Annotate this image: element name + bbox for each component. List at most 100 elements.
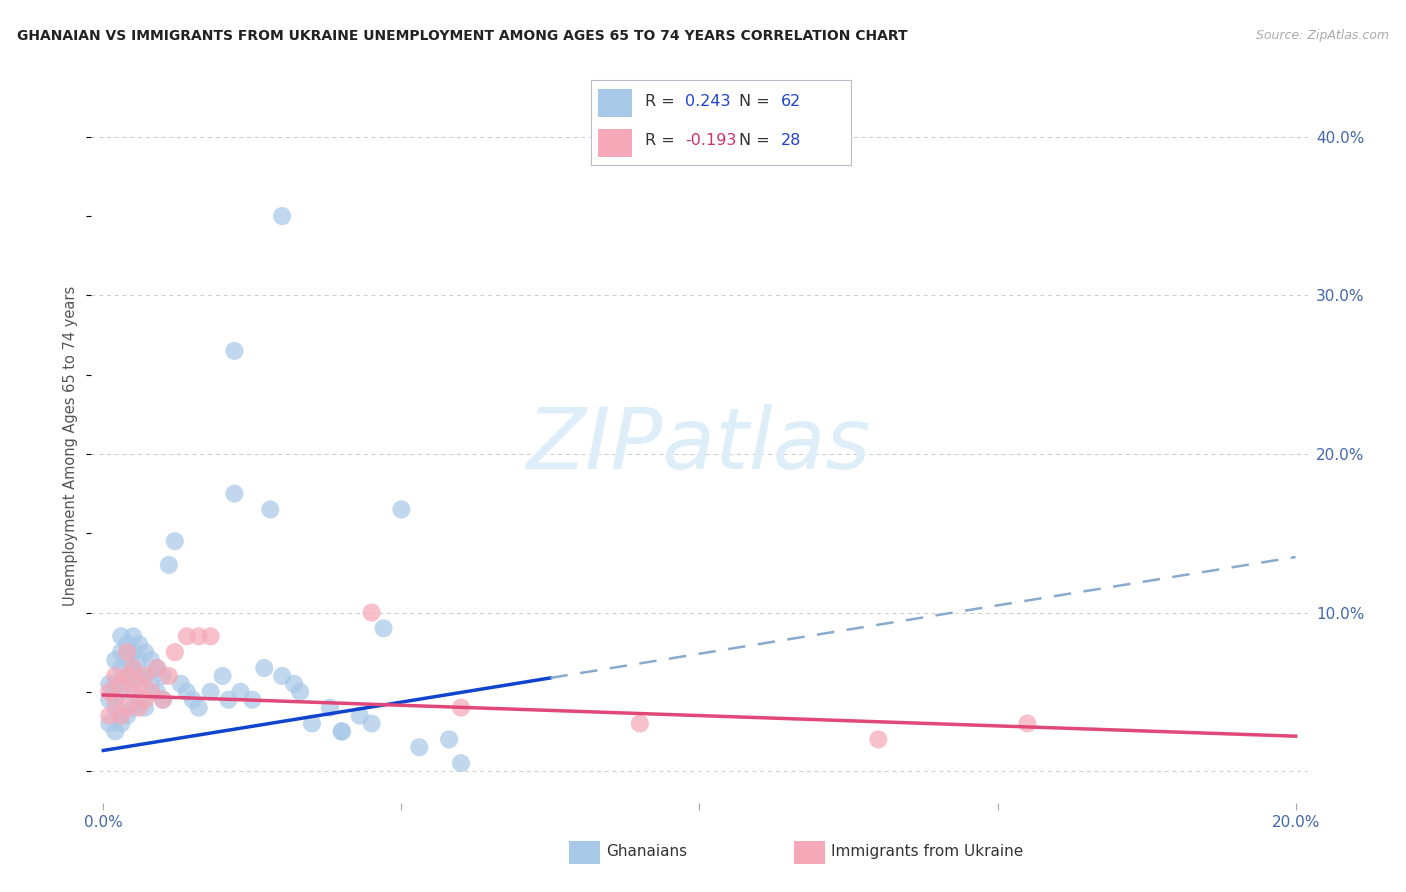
Point <box>259 502 281 516</box>
Point <box>104 692 127 706</box>
Point <box>170 677 193 691</box>
Point <box>98 692 121 706</box>
Point <box>128 653 150 667</box>
Point <box>224 343 246 358</box>
Point <box>115 708 138 723</box>
Point <box>110 708 132 723</box>
Point <box>110 677 132 691</box>
Point <box>437 732 460 747</box>
Point <box>128 669 150 683</box>
Point <box>628 716 651 731</box>
Point <box>110 716 132 731</box>
Point <box>187 629 209 643</box>
Point <box>868 732 890 747</box>
Point <box>373 621 395 635</box>
Point <box>115 700 138 714</box>
Point <box>115 653 138 667</box>
Point <box>115 637 138 651</box>
Point <box>218 692 240 706</box>
Point <box>134 645 156 659</box>
Point <box>176 629 198 643</box>
Point <box>176 685 198 699</box>
Point <box>283 677 305 691</box>
Point <box>134 692 156 706</box>
Point <box>240 692 263 706</box>
Point <box>128 700 150 714</box>
Text: N =: N = <box>738 95 775 110</box>
Point <box>104 653 127 667</box>
Point <box>360 606 382 620</box>
Point <box>152 692 174 706</box>
Text: R =: R = <box>645 134 681 148</box>
Point <box>330 724 353 739</box>
Point <box>98 716 121 731</box>
Point <box>330 724 353 739</box>
Point <box>360 716 382 731</box>
Point <box>104 669 127 683</box>
Point <box>146 661 169 675</box>
Point <box>98 677 121 691</box>
Point <box>122 700 145 714</box>
Bar <box>599 128 633 157</box>
Point <box>152 669 174 683</box>
Point <box>271 209 294 223</box>
Point <box>211 669 233 683</box>
Text: Ghanaians: Ghanaians <box>606 845 688 859</box>
Text: ZIPatlas: ZIPatlas <box>527 404 872 488</box>
Point <box>200 685 222 699</box>
Point <box>229 685 252 699</box>
Point <box>104 677 127 691</box>
Point <box>146 661 169 675</box>
Point <box>104 724 127 739</box>
Point <box>128 677 150 691</box>
Point <box>122 685 145 699</box>
Text: 28: 28 <box>780 134 801 148</box>
Bar <box>599 89 633 117</box>
Point <box>122 645 145 659</box>
Point <box>450 700 472 714</box>
Text: Source: ZipAtlas.com: Source: ZipAtlas.com <box>1256 29 1389 43</box>
Point <box>163 645 186 659</box>
Point <box>253 661 276 675</box>
Y-axis label: Unemployment Among Ages 65 to 74 years: Unemployment Among Ages 65 to 74 years <box>63 285 79 607</box>
Point <box>408 740 430 755</box>
Point <box>200 629 222 643</box>
Point <box>152 692 174 706</box>
Text: R =: R = <box>645 95 681 110</box>
Point <box>115 669 138 683</box>
Point <box>110 661 132 675</box>
Point <box>1017 716 1039 731</box>
Point <box>389 502 412 516</box>
Point <box>288 685 311 699</box>
Point <box>271 669 294 683</box>
Point <box>122 661 145 675</box>
Point <box>181 692 204 706</box>
Point <box>146 685 169 699</box>
Point <box>115 645 138 659</box>
Point <box>134 700 156 714</box>
Point <box>163 534 186 549</box>
Point <box>115 669 138 683</box>
Point <box>157 558 180 572</box>
Point <box>139 685 162 699</box>
Text: GHANAIAN VS IMMIGRANTS FROM UKRAINE UNEMPLOYMENT AMONG AGES 65 TO 74 YEARS CORRE: GHANAIAN VS IMMIGRANTS FROM UKRAINE UNEM… <box>17 29 907 44</box>
Point <box>98 685 121 699</box>
Point <box>110 685 132 699</box>
Point <box>122 661 145 675</box>
Text: -0.193: -0.193 <box>686 134 737 148</box>
Point <box>104 700 127 714</box>
Point <box>139 677 162 691</box>
Point <box>157 669 180 683</box>
Point <box>139 653 162 667</box>
Point <box>98 708 121 723</box>
Text: 62: 62 <box>780 95 800 110</box>
Point <box>110 645 132 659</box>
Text: N =: N = <box>738 134 775 148</box>
Point <box>110 629 132 643</box>
Point <box>128 637 150 651</box>
Point <box>122 677 145 691</box>
Text: 0.243: 0.243 <box>686 95 731 110</box>
Point <box>128 692 150 706</box>
Text: Immigrants from Ukraine: Immigrants from Ukraine <box>831 845 1024 859</box>
Point <box>349 708 371 723</box>
